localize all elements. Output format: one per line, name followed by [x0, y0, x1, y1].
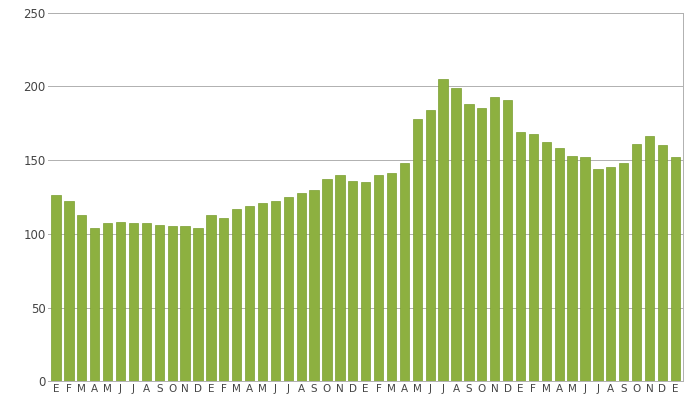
Bar	[193, 228, 203, 381]
Bar	[103, 223, 112, 381]
Bar	[490, 97, 500, 381]
Bar	[348, 181, 357, 381]
Bar	[155, 225, 164, 381]
Bar	[567, 155, 577, 381]
Bar	[284, 197, 293, 381]
Bar	[400, 163, 409, 381]
Bar	[77, 215, 86, 381]
Bar	[464, 104, 473, 381]
Bar	[632, 144, 641, 381]
Bar	[245, 206, 254, 381]
Bar	[64, 202, 74, 381]
Bar	[658, 145, 667, 381]
Bar	[451, 88, 461, 381]
Bar	[270, 202, 280, 381]
Bar	[555, 148, 564, 381]
Bar	[90, 228, 99, 381]
Bar	[477, 109, 486, 381]
Bar	[503, 100, 512, 381]
Bar	[645, 137, 654, 381]
Bar	[619, 163, 629, 381]
Bar	[335, 175, 344, 381]
Bar	[529, 134, 538, 381]
Bar	[129, 223, 138, 381]
Bar	[593, 169, 602, 381]
Bar	[361, 182, 371, 381]
Bar	[206, 215, 215, 381]
Bar	[297, 192, 306, 381]
Bar	[580, 157, 590, 381]
Bar	[168, 226, 177, 381]
Bar	[51, 195, 61, 381]
Bar	[413, 119, 422, 381]
Bar	[542, 142, 551, 381]
Bar	[258, 203, 267, 381]
Bar	[387, 173, 396, 381]
Bar	[426, 110, 435, 381]
Bar	[180, 226, 190, 381]
Bar	[607, 168, 615, 381]
Bar	[309, 189, 319, 381]
Bar	[116, 222, 125, 381]
Bar	[322, 179, 332, 381]
Bar	[141, 223, 151, 381]
Bar	[374, 175, 383, 381]
Bar	[438, 79, 448, 381]
Bar	[219, 217, 228, 381]
Bar	[671, 157, 680, 381]
Bar	[516, 132, 525, 381]
Bar	[232, 209, 241, 381]
